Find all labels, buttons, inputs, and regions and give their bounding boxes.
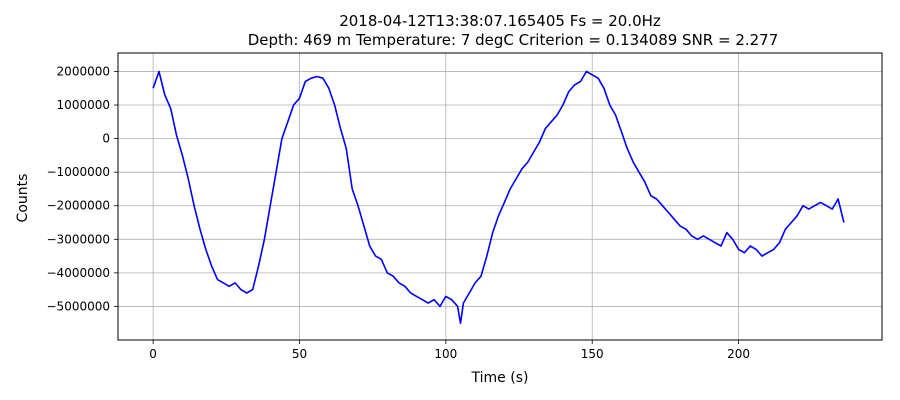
y-tick-label: −4000000 bbox=[47, 266, 111, 280]
x-tick-label: 100 bbox=[434, 347, 457, 361]
chart-title-line2: Depth: 469 m Temperature: 7 degC Criteri… bbox=[248, 31, 779, 49]
x-axis-label: Time (s) bbox=[471, 370, 529, 386]
x-tick-label: 0 bbox=[149, 347, 157, 361]
y-tick-label: −1000000 bbox=[47, 165, 111, 179]
y-axis-label: Counts bbox=[15, 174, 31, 223]
trace-layer bbox=[152, 70, 845, 325]
grid bbox=[118, 53, 882, 340]
x-tick-label: 150 bbox=[581, 347, 604, 361]
plot-frame bbox=[117, 52, 883, 341]
x-tick-label: 50 bbox=[292, 347, 307, 361]
chart-title-line1: 2018-04-12T13:38:07.165405 Fs = 20.0Hz bbox=[339, 12, 661, 30]
x-tick-label: 200 bbox=[727, 347, 750, 361]
y-tick-label: −5000000 bbox=[47, 299, 111, 313]
y-tick-label: −2000000 bbox=[47, 199, 111, 213]
y-tick-label: 2000000 bbox=[57, 64, 110, 78]
y-tick-label: 0 bbox=[102, 132, 110, 146]
ticks: 0 50 100 150 200 2000000 1000000 0 −1000000 −2000… bbox=[47, 64, 751, 361]
y-tick-label: 1000000 bbox=[57, 98, 110, 112]
y-tick-label: −3000000 bbox=[47, 232, 111, 246]
trace-line bbox=[152, 70, 845, 325]
